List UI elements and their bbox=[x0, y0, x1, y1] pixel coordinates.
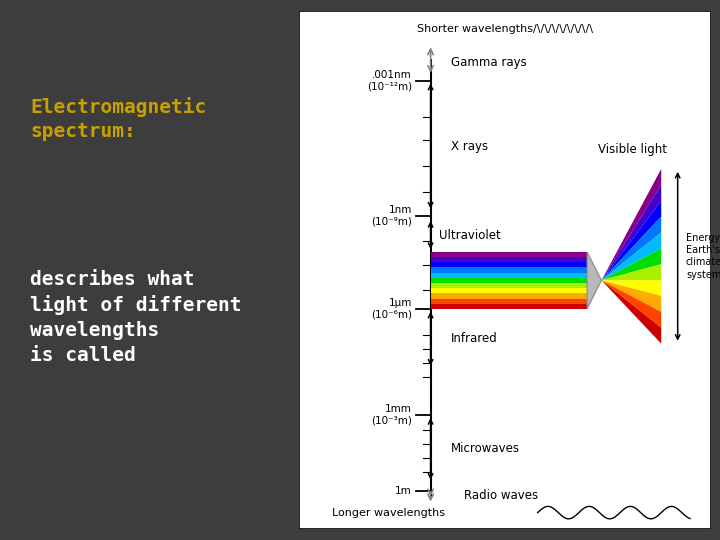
Text: Visible light: Visible light bbox=[598, 143, 667, 156]
Text: 1mm
(10⁻³m): 1mm (10⁻³m) bbox=[372, 404, 412, 426]
Text: Longer wavelengths: Longer wavelengths bbox=[332, 508, 445, 518]
Text: X rays: X rays bbox=[451, 140, 488, 153]
Polygon shape bbox=[431, 278, 587, 283]
Text: 1μm
(10⁻⁶m): 1μm (10⁻⁶m) bbox=[371, 298, 412, 320]
Polygon shape bbox=[431, 288, 587, 293]
Text: 1nm
(10⁻⁹m): 1nm (10⁻⁹m) bbox=[372, 205, 412, 226]
Polygon shape bbox=[431, 273, 587, 278]
Text: Gamma rays: Gamma rays bbox=[451, 56, 527, 69]
Text: Microwaves: Microwaves bbox=[451, 442, 520, 455]
Polygon shape bbox=[587, 252, 601, 309]
Text: 1m: 1m bbox=[395, 487, 412, 496]
Polygon shape bbox=[601, 232, 661, 280]
Polygon shape bbox=[431, 283, 587, 288]
Text: .001nm
(10⁻¹²m): .001nm (10⁻¹²m) bbox=[367, 70, 412, 92]
Polygon shape bbox=[431, 262, 587, 267]
Polygon shape bbox=[431, 303, 587, 309]
Polygon shape bbox=[431, 267, 587, 273]
Text: describes what
light of different
wavelengths
is called: describes what light of different wavele… bbox=[30, 270, 241, 366]
Polygon shape bbox=[601, 280, 661, 328]
Polygon shape bbox=[601, 280, 661, 343]
Text: Infrared: Infrared bbox=[451, 332, 498, 345]
Text: Radio waves: Radio waves bbox=[464, 489, 538, 502]
Polygon shape bbox=[431, 293, 587, 299]
Polygon shape bbox=[601, 264, 661, 280]
Polygon shape bbox=[601, 280, 661, 296]
Polygon shape bbox=[431, 299, 587, 303]
Text: Ultraviolet: Ultraviolet bbox=[438, 228, 500, 241]
Text: Shorter wavelengths/\/\/\/\/\/\/\/\: Shorter wavelengths/\/\/\/\/\/\/\/\ bbox=[417, 24, 593, 34]
Text: Energy in
Earth's
climate
system: Energy in Earth's climate system bbox=[686, 233, 720, 280]
Polygon shape bbox=[601, 248, 661, 280]
Polygon shape bbox=[601, 280, 661, 312]
Polygon shape bbox=[431, 252, 587, 257]
Polygon shape bbox=[601, 217, 661, 280]
Polygon shape bbox=[601, 201, 661, 280]
Polygon shape bbox=[601, 169, 661, 280]
Polygon shape bbox=[601, 185, 661, 280]
Text: Electromagnetic
spectrum:: Electromagnetic spectrum: bbox=[30, 97, 206, 141]
Polygon shape bbox=[431, 257, 587, 262]
